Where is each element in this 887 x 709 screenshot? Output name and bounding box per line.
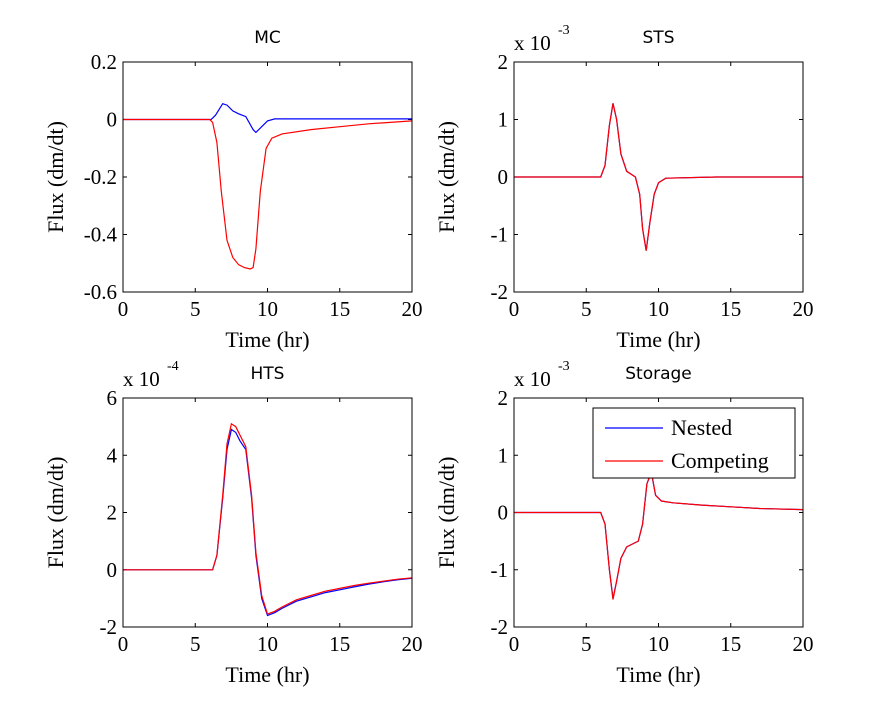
x-tick-label: 0 [118,297,129,321]
x-tick-label: 0 [118,632,129,656]
x-tick-label: 15 [329,632,350,656]
x-tick-label: 0 [509,632,520,656]
y-tick-label: 1 [498,108,509,132]
y-tick-label: -1 [491,558,509,582]
y-tick-label: 1 [498,443,509,467]
legend-box [592,407,796,479]
y-tick-label: 0 [498,165,509,189]
x-tick-label: 0 [509,297,520,321]
x-axis-label: Time (hr) [616,662,700,687]
series-line-competing [123,118,412,270]
y-axis-label: Flux (dm/dt) [43,121,68,233]
x-tick-label: 5 [581,632,592,656]
x-axis-label: Time (hr) [225,662,309,687]
axis-multiplier-exponent: -3 [558,359,570,374]
series-line-competing [123,422,412,615]
x-tick-label: 10 [257,297,278,321]
series-line-competing [514,468,803,600]
panel-1: 0 5 10 15 20 -0.6 -0.4 -0.2 0 0.2 MC Time (hr) Flux … [43,28,423,352]
y-axis-label: Flux (dm/dt) [43,457,68,569]
axes-frame [513,397,804,628]
x-tick-label: 20 [793,297,814,321]
x-tick-label: 15 [720,632,741,656]
x-tick-label: 10 [257,632,278,656]
y-tick-label: 0 [107,108,118,132]
y-tick-label: 0 [498,501,509,525]
x-tick-label: 10 [648,297,669,321]
y-tick-label: -0.6 [84,280,117,304]
axis-multiplier-exponent: -4 [167,359,179,374]
axis-multiplier: x 10 [123,367,160,391]
y-tick-label: 4 [107,443,118,467]
chart-title: STS [643,28,675,48]
x-tick-label: 10 [648,632,669,656]
y-tick-label: -0.4 [84,223,118,247]
axis-multiplier-exponent: -3 [558,23,570,38]
x-axis-label: Time (hr) [616,327,700,352]
series-group [123,422,412,617]
x-tick-label: 5 [581,297,592,321]
y-tick-label: 6 [107,386,118,410]
series-group [514,468,803,600]
y-tick-label: 0.2 [91,50,117,74]
x-tick-label: 20 [793,632,814,656]
axes-frame [122,397,413,628]
panel-2: 0 5 10 15 20 -2 -1 0 1 2 STS x 10 -3 Time (hr) Flux (d… [434,23,814,352]
y-tick-label: -2 [491,615,509,639]
axes-frame [122,61,413,293]
plot-area [123,398,412,627]
legend-label-nested: Nested [671,415,732,440]
axis-multiplier: x 10 [514,31,551,55]
y-axis-label: Flux (dm/dt) [434,457,459,569]
x-tick-label: 15 [720,297,741,321]
y-tick-label: -0.2 [84,165,117,189]
y-tick-label: 0 [107,558,118,582]
x-axis-label: Time (hr) [225,327,309,352]
axes-frame [513,61,804,293]
axis-multiplier: x 10 [514,367,551,391]
chart-title: Storage [625,364,692,384]
series-line-nested [123,102,412,134]
y-tick-label: 2 [107,501,118,525]
y-tick-label: 2 [498,386,509,410]
plot-area [123,62,412,292]
x-tick-label: 20 [402,297,423,321]
series-group [514,103,803,251]
series-line-competing [514,103,803,251]
chart-title: MC [254,28,281,48]
legend: Nested Competing [592,407,796,479]
x-tick-label: 15 [329,297,350,321]
y-axis-label: Flux (dm/dt) [434,121,459,233]
x-tick-label: 5 [190,632,201,656]
y-tick-label: -1 [491,223,509,247]
chart-title: HTS [251,364,285,384]
x-tick-label: 5 [190,297,201,321]
y-tick-label: 2 [498,50,509,74]
y-tick-label: -2 [100,615,118,639]
legend-label-competing: Competing [671,448,769,473]
x-tick-label: 20 [402,632,423,656]
y-tick-label: -2 [491,280,509,304]
series-group [123,102,412,270]
